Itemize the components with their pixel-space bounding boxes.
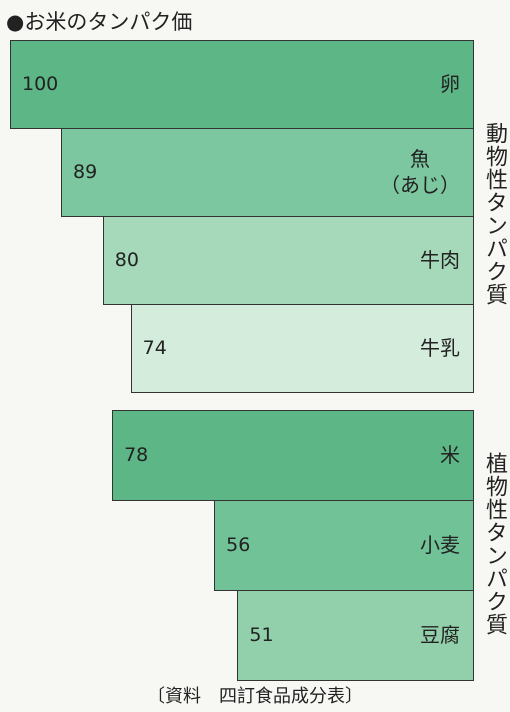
- value-label: 51: [249, 624, 274, 646]
- category-label: 牛肉: [420, 248, 460, 272]
- value-label: 56: [226, 534, 251, 556]
- value-label: 100: [22, 73, 59, 95]
- value-label: 80: [114, 249, 139, 271]
- category-label: 米: [440, 443, 460, 467]
- bar: [102, 216, 474, 305]
- value-label: 78: [124, 444, 149, 466]
- category-label: 卵: [440, 72, 460, 96]
- bar: [112, 410, 474, 501]
- source: 〔資料 四訂食品成分表〕: [147, 686, 363, 707]
- value-label: 74: [142, 337, 167, 359]
- bar: [237, 590, 474, 681]
- category-label: 牛乳: [420, 336, 460, 360]
- category-label: 豆腐: [420, 623, 460, 647]
- bar: [61, 128, 474, 217]
- group-label: 動物性タンパク質: [482, 122, 507, 306]
- category-label: 小麦: [420, 533, 460, 557]
- title: ●お米のタンパク価: [6, 10, 193, 34]
- value-label: 89: [73, 161, 98, 183]
- bar: [130, 304, 474, 393]
- bar: [10, 40, 474, 129]
- group-label: 植物性タンパク質: [482, 452, 507, 636]
- category-label: 魚 （あじ）: [380, 147, 460, 197]
